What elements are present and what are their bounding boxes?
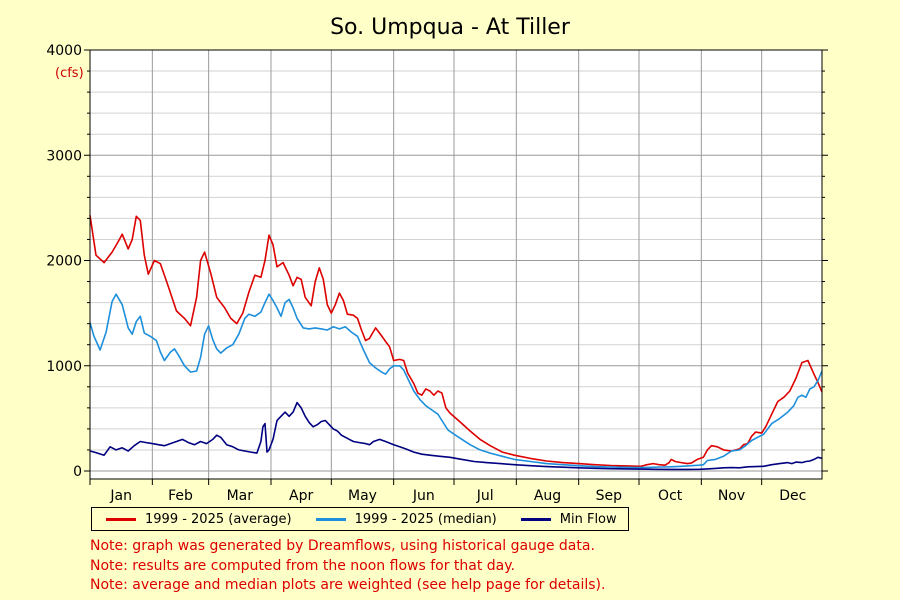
y-unit-label: (cfs)	[55, 66, 84, 81]
legend-item-min-flow: Min Flow	[520, 511, 617, 527]
plot-area	[89, 215, 823, 471]
x-tick-label: Sep	[596, 488, 623, 504]
x-tick-label: Oct	[658, 488, 683, 504]
y-tick-label: 4000	[46, 43, 82, 59]
x-tick-label: Feb	[168, 488, 193, 504]
x-tick-label: Apr	[289, 488, 313, 504]
plot-frame	[89, 49, 823, 480]
legend-label-median: 1999 - 2025 (median)	[354, 511, 497, 527]
y-tick-label: 2000	[46, 254, 82, 270]
series-line-1	[89, 293, 823, 469]
series-line-0	[89, 215, 823, 468]
legend: 1999 - 2025 (average) 1999 - 2025 (media…	[91, 507, 629, 531]
x-tick-label: Jun	[412, 488, 435, 504]
x-tick-label: Nov	[718, 488, 745, 504]
y-tick-label: 0	[73, 464, 82, 480]
legend-item-median: 1999 - 2025 (median)	[315, 511, 497, 527]
notes: Note: graph was generated by Dreamflows,…	[90, 537, 605, 596]
note-line: Note: results are computed from the noon…	[90, 557, 515, 574]
x-tick-label: May	[348, 488, 377, 504]
legend-swatch-median	[315, 517, 346, 521]
x-tick-label: Mar	[227, 488, 254, 504]
legend-label-average: 1999 - 2025 (average)	[145, 511, 292, 527]
series-line-2	[89, 401, 823, 471]
legend-swatch-average	[106, 517, 136, 521]
legend-item-average: 1999 - 2025 (average)	[106, 512, 292, 527]
legend-swatch-min-flow	[520, 517, 551, 521]
y-tick-label: 1000	[46, 359, 82, 375]
note-line: Note: average and median plots are weigh…	[90, 577, 606, 593]
chart-title: So. Umpqua - At Tiller	[330, 15, 571, 40]
x-tick-label: Jul	[476, 488, 494, 504]
axes: 0 1000 2000 3000 4000 Jan Feb Mar Apr May Jun Jul Au…	[46, 43, 828, 504]
x-tick-label: Dec	[779, 488, 806, 504]
note-line: Note: graph was generated by Dreamflows,…	[90, 538, 595, 554]
legend-label-min-flow: Min Flow	[559, 511, 617, 527]
x-tick-label: Jan	[109, 488, 132, 504]
x-tick-label: Aug	[534, 488, 561, 504]
grid	[90, 49, 822, 479]
y-tick-label: 3000	[46, 148, 82, 164]
